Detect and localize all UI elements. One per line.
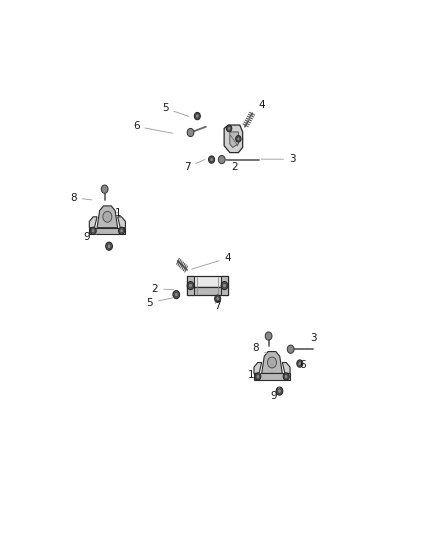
Polygon shape xyxy=(187,276,194,295)
Polygon shape xyxy=(89,217,97,228)
Circle shape xyxy=(265,332,272,340)
Polygon shape xyxy=(89,228,125,234)
Circle shape xyxy=(208,156,215,163)
Circle shape xyxy=(103,212,112,222)
Circle shape xyxy=(228,127,231,130)
Circle shape xyxy=(276,387,283,395)
Text: 4: 4 xyxy=(245,100,265,124)
Text: 6: 6 xyxy=(298,360,306,370)
Circle shape xyxy=(226,125,232,132)
Circle shape xyxy=(106,242,113,251)
Circle shape xyxy=(285,375,288,378)
Polygon shape xyxy=(221,276,228,295)
Circle shape xyxy=(255,373,261,380)
Polygon shape xyxy=(230,132,238,148)
Text: 9: 9 xyxy=(84,232,100,242)
Circle shape xyxy=(278,389,281,393)
Circle shape xyxy=(107,244,111,248)
Polygon shape xyxy=(118,217,125,228)
Polygon shape xyxy=(187,276,228,287)
Text: 9: 9 xyxy=(270,386,280,401)
Circle shape xyxy=(216,297,219,301)
Circle shape xyxy=(215,295,221,302)
Polygon shape xyxy=(254,362,261,374)
Circle shape xyxy=(187,281,194,289)
Polygon shape xyxy=(224,125,243,152)
Circle shape xyxy=(120,229,123,233)
Polygon shape xyxy=(187,287,228,295)
Circle shape xyxy=(92,229,95,233)
Text: 1: 1 xyxy=(115,208,122,218)
Circle shape xyxy=(187,128,194,136)
Circle shape xyxy=(101,185,108,193)
Text: 1: 1 xyxy=(247,370,261,380)
Text: 8: 8 xyxy=(253,343,268,354)
Circle shape xyxy=(174,293,178,297)
Circle shape xyxy=(194,112,200,120)
Text: 2: 2 xyxy=(225,160,238,172)
Circle shape xyxy=(196,114,199,118)
Circle shape xyxy=(119,227,124,235)
Text: 7: 7 xyxy=(214,301,220,311)
Circle shape xyxy=(256,375,259,378)
Circle shape xyxy=(287,345,294,353)
Text: 7: 7 xyxy=(184,159,205,172)
Text: 6: 6 xyxy=(133,122,173,133)
Text: 3: 3 xyxy=(307,333,317,348)
Circle shape xyxy=(297,360,303,367)
Text: 5: 5 xyxy=(146,297,173,308)
Polygon shape xyxy=(283,362,290,374)
Polygon shape xyxy=(261,352,283,374)
Text: 3: 3 xyxy=(261,154,296,164)
Circle shape xyxy=(223,284,226,288)
Polygon shape xyxy=(97,206,118,228)
Circle shape xyxy=(90,227,96,235)
Polygon shape xyxy=(254,374,290,379)
Circle shape xyxy=(189,284,192,288)
Circle shape xyxy=(298,361,301,366)
Circle shape xyxy=(268,357,276,368)
Circle shape xyxy=(236,135,241,142)
Circle shape xyxy=(283,373,289,380)
Text: 8: 8 xyxy=(70,193,92,203)
Circle shape xyxy=(173,290,180,298)
Circle shape xyxy=(221,281,228,289)
Circle shape xyxy=(210,158,213,161)
Text: 5: 5 xyxy=(162,103,189,116)
Circle shape xyxy=(219,156,225,164)
Text: 2: 2 xyxy=(152,284,173,294)
Text: 4: 4 xyxy=(191,253,231,269)
Circle shape xyxy=(237,137,240,141)
